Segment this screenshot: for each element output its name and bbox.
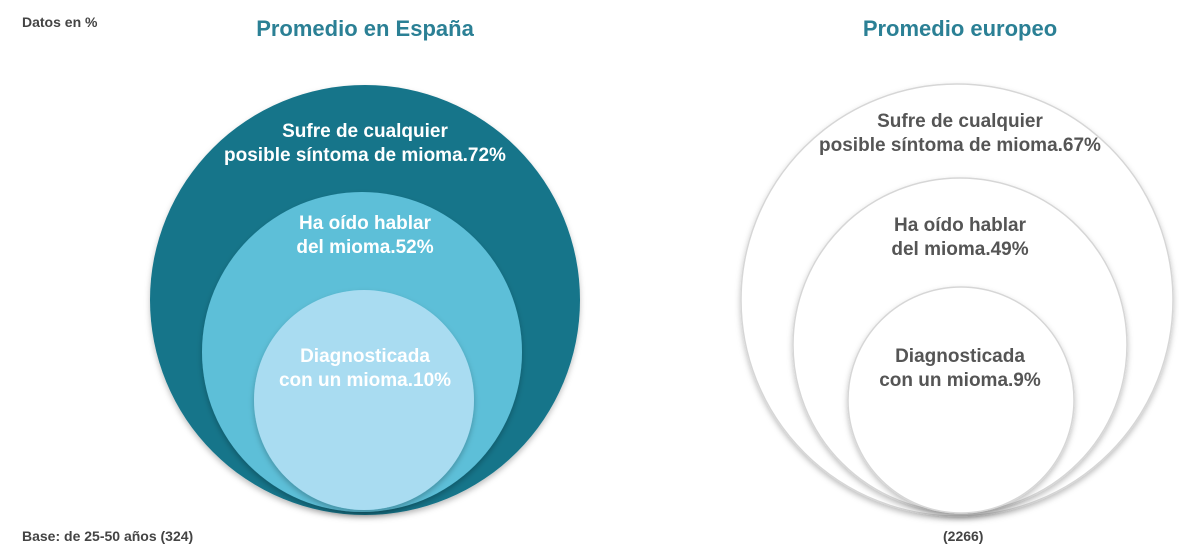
- value-label: 67%: [1062, 135, 1101, 156]
- category-label: Sufre de cualquier posible síntoma de mi…: [224, 121, 468, 166]
- circle-label: Ha oído hablar del mioma.49%: [770, 214, 1150, 262]
- circle: [847, 286, 1075, 514]
- circle: [254, 290, 474, 510]
- circle-label: Ha oído hablar del mioma.52%: [175, 212, 555, 260]
- chart-title: Promedio en España: [256, 16, 474, 41]
- category-label: Ha oído hablar del mioma.: [296, 213, 431, 258]
- base-note: (2266): [943, 528, 984, 544]
- value-label: 72%: [467, 145, 506, 166]
- value-label: 49%: [990, 239, 1029, 260]
- circle-label: Diagnosticada con un mioma.9%: [770, 345, 1150, 393]
- value-label: 52%: [395, 237, 434, 258]
- base-note: Base: de 25-50 años (324): [22, 528, 194, 544]
- circle-label: Sufre de cualquier posible síntoma de mi…: [175, 120, 555, 168]
- category-label: Sufre de cualquier posible síntoma de mi…: [819, 111, 1063, 156]
- category-label: Diagnosticada con un mioma.: [278, 346, 430, 391]
- value-label: 9%: [1013, 370, 1041, 391]
- value-label: 10%: [413, 370, 452, 391]
- circle-label: Sufre de cualquier posible síntoma de mi…: [770, 110, 1150, 158]
- category-label: Ha oído hablar del mioma.: [891, 215, 1026, 260]
- note: Datos en %: [22, 14, 98, 30]
- chart-title: Promedio europeo: [862, 16, 1058, 41]
- category-label: Diagnosticada con un mioma.: [879, 346, 1025, 391]
- circle-label: Diagnosticada con un mioma.10%: [175, 345, 555, 393]
